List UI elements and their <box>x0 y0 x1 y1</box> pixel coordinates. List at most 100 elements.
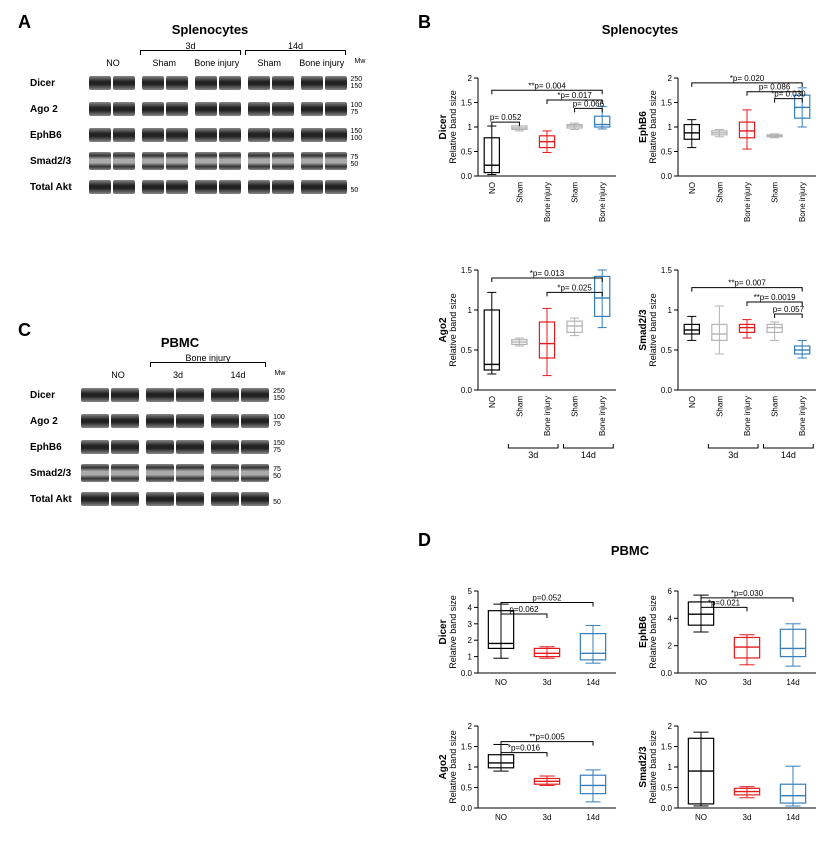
svg-text:p= 0.066: p= 0.066 <box>573 99 605 108</box>
svg-text:0.5: 0.5 <box>661 346 673 355</box>
panel-c-col-14d: 14d <box>208 370 268 380</box>
svg-text:*p= 0.020: *p= 0.020 <box>730 74 765 83</box>
protein-label: Total Akt <box>30 182 87 193</box>
svg-text:1.5: 1.5 <box>461 743 473 752</box>
blot-row: Smad2/37550 <box>30 150 370 172</box>
svg-text:NO: NO <box>695 813 707 822</box>
protein-label: EphB6 <box>30 130 87 141</box>
svg-text:Sham: Sham <box>771 182 780 203</box>
panel-a-mw-label: Mw <box>348 58 370 68</box>
svg-text:Sham: Sham <box>715 396 724 417</box>
panel-a-col-sham1: Sham <box>138 58 191 68</box>
svg-text:p= 0.052: p= 0.052 <box>490 113 522 122</box>
svg-text:Sham: Sham <box>715 182 724 203</box>
svg-text:0.5: 0.5 <box>661 784 673 793</box>
svg-text:0.0: 0.0 <box>661 386 673 395</box>
svg-text:0.5: 0.5 <box>461 148 473 157</box>
panel-c-col-3d: 3d <box>148 370 208 380</box>
panel-label-b: B <box>418 12 431 33</box>
panel-a-blot: 3d 14d NO Sham Bone injury Sham Bone inj… <box>30 44 370 202</box>
panel-a-col-bi2: Bone injury <box>296 58 349 68</box>
svg-text:Smad2/3Relative band size: Smad2/3Relative band size <box>638 730 658 804</box>
svg-text:NO: NO <box>488 396 497 408</box>
svg-text:14d: 14d <box>586 678 599 687</box>
svg-text:3d: 3d <box>728 450 738 460</box>
svg-text:*p=0.021: *p=0.021 <box>708 598 741 607</box>
svg-text:p= 0.057: p= 0.057 <box>773 305 805 314</box>
chart-b-ago2: 0.00.511.5Ago2Relative band size*p= 0.02… <box>440 240 620 515</box>
svg-text:4: 4 <box>668 614 673 623</box>
svg-text:EphB6Relative band size: EphB6Relative band size <box>638 595 658 669</box>
svg-text:1.5: 1.5 <box>461 99 473 108</box>
svg-text:*p= 0.025: *p= 0.025 <box>557 283 592 292</box>
svg-text:NO: NO <box>495 678 507 687</box>
svg-text:*p=0.016: *p=0.016 <box>508 744 541 753</box>
svg-text:**p= 0.007: **p= 0.007 <box>728 279 766 288</box>
svg-text:14d: 14d <box>586 813 599 822</box>
panel-a-col-bi1: Bone injury <box>191 58 244 68</box>
panel-c-mw-label: Mw <box>268 370 290 380</box>
svg-text:0.0: 0.0 <box>461 669 473 678</box>
panel-b-title: Splenocytes <box>540 22 740 37</box>
svg-text:3d: 3d <box>743 678 752 687</box>
svg-text:3: 3 <box>468 620 473 629</box>
chart-d-ago2: 0.00.511.52Ago2Relative band size*p=0.01… <box>440 700 620 833</box>
panel-a-14d: 14d <box>243 41 348 51</box>
svg-text:0.0: 0.0 <box>661 669 673 678</box>
svg-text:1: 1 <box>668 763 673 772</box>
svg-text:Ago2Relative band size: Ago2Relative band size <box>438 293 458 367</box>
svg-text:*p= 0.013: *p= 0.013 <box>530 269 565 278</box>
panel-label-a: A <box>18 12 31 33</box>
svg-text:1: 1 <box>468 306 473 315</box>
svg-text:NO: NO <box>495 813 507 822</box>
svg-text:0.0: 0.0 <box>461 804 473 813</box>
svg-text:EphB6Relative band size: EphB6Relative band size <box>638 90 658 164</box>
svg-text:Bone injury: Bone injury <box>543 182 552 222</box>
svg-text:3d: 3d <box>543 813 552 822</box>
chart-d-dicer: 0.012345DicerRelative band sizep=0.062p=… <box>440 565 620 698</box>
svg-text:Bone injury: Bone injury <box>543 396 552 436</box>
svg-text:3d: 3d <box>543 678 552 687</box>
svg-text:Sham: Sham <box>515 396 524 417</box>
svg-text:1.5: 1.5 <box>661 266 673 275</box>
svg-text:Bone injury: Bone injury <box>743 396 752 436</box>
svg-text:0.5: 0.5 <box>661 148 673 157</box>
svg-text:DicerRelative band size: DicerRelative band size <box>438 90 458 164</box>
svg-text:4: 4 <box>468 603 473 612</box>
panel-c-col-no: NO <box>88 370 148 380</box>
panel-c-blot: Bone injury NO 3d 14d Mw Dicer250150Ago … <box>30 356 290 514</box>
svg-text:14d: 14d <box>786 813 799 822</box>
chart-b-smad23: 0.00.511.5Smad2/3Relative band sizep= 0.… <box>640 240 820 515</box>
svg-text:**p=0.005: **p=0.005 <box>529 733 565 742</box>
panel-a-col-no: NO <box>88 58 138 68</box>
svg-text:DicerRelative band size: DicerRelative band size <box>438 595 458 669</box>
svg-text:1: 1 <box>468 653 473 662</box>
svg-text:3d: 3d <box>743 813 752 822</box>
svg-text:Bone injury: Bone injury <box>598 182 607 222</box>
svg-text:Sham: Sham <box>571 396 580 417</box>
svg-text:Bone injury: Bone injury <box>743 182 752 222</box>
svg-text:Ago2Relative band size: Ago2Relative band size <box>438 730 458 804</box>
svg-text:NO: NO <box>695 678 707 687</box>
svg-text:2: 2 <box>468 74 473 83</box>
svg-text:0.0: 0.0 <box>461 386 473 395</box>
blot-row: EphB6150100 <box>30 124 370 146</box>
panel-label-d: D <box>418 530 431 551</box>
svg-text:1.5: 1.5 <box>661 99 673 108</box>
svg-text:2: 2 <box>468 722 473 731</box>
svg-text:14d: 14d <box>786 678 799 687</box>
svg-text:6: 6 <box>668 587 673 596</box>
svg-text:3d: 3d <box>528 450 538 460</box>
svg-text:1.5: 1.5 <box>461 266 473 275</box>
svg-text:2: 2 <box>668 642 673 651</box>
svg-text:Bone injury: Bone injury <box>798 396 807 436</box>
svg-text:2: 2 <box>668 722 673 731</box>
chart-d-smad23: 0.00.511.52Smad2/3Relative band sizeNO3d… <box>640 700 820 833</box>
svg-text:**p= 0.0019: **p= 0.0019 <box>754 293 797 302</box>
blot-row: Dicer250150 <box>30 72 370 94</box>
svg-text:*p=0.030: *p=0.030 <box>731 589 764 598</box>
chart-b-ephb6: 0.00.511.52EphB6Relative band size*p= 0.… <box>640 42 820 237</box>
chart-b-dicer: 0.00.511.52DicerRelative band sizep= 0.0… <box>440 42 620 237</box>
svg-text:**p= 0.004: **p= 0.004 <box>528 81 566 90</box>
svg-text:1: 1 <box>468 123 473 132</box>
